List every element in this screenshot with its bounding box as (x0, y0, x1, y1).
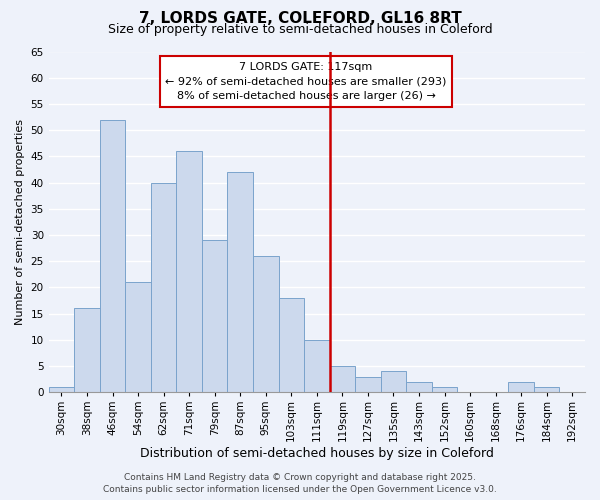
Bar (278, 298, 304, 392)
Bar (202, 240, 227, 392)
Bar (176, 151, 202, 392)
Bar (151, 182, 176, 392)
Text: Contains HM Land Registry data © Crown copyright and database right 2025.
Contai: Contains HM Land Registry data © Crown c… (103, 472, 497, 494)
X-axis label: Distribution of semi-detached houses by size in Coleford: Distribution of semi-detached houses by … (140, 447, 494, 460)
Bar (49, 387, 74, 392)
Bar (125, 282, 151, 393)
Bar (432, 387, 457, 392)
Text: 7 LORDS GATE: 117sqm
← 92% of semi-detached houses are smaller (293)
8% of semi-: 7 LORDS GATE: 117sqm ← 92% of semi-detac… (166, 62, 447, 102)
Bar (227, 172, 253, 392)
Bar (534, 387, 559, 392)
Bar (406, 382, 432, 392)
Bar (253, 256, 278, 392)
Bar (329, 366, 355, 392)
Bar (100, 120, 125, 392)
Bar (355, 376, 380, 392)
Text: 7, LORDS GATE, COLEFORD, GL16 8RT: 7, LORDS GATE, COLEFORD, GL16 8RT (139, 11, 461, 26)
Bar (508, 382, 534, 392)
Bar (304, 340, 329, 392)
Bar (380, 372, 406, 392)
Bar (74, 308, 100, 392)
Text: Size of property relative to semi-detached houses in Coleford: Size of property relative to semi-detach… (107, 22, 493, 36)
Y-axis label: Number of semi-detached properties: Number of semi-detached properties (15, 119, 25, 325)
